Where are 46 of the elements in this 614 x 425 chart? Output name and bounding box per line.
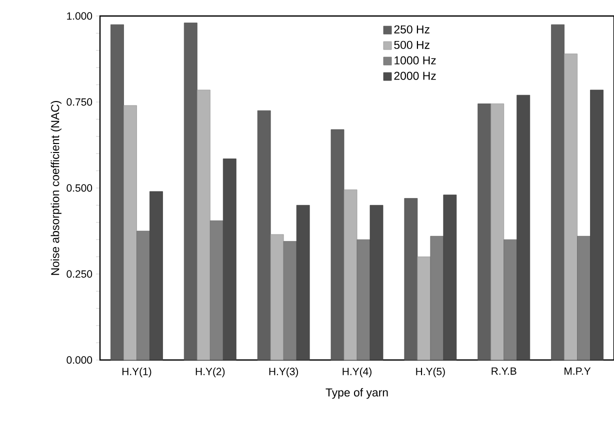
x-tick-label: M.P.Y	[564, 368, 591, 375]
x-tick-label: H.Y(3)	[269, 368, 298, 378]
y-axis-title: Noise absorption coefficient (NAC)	[50, 100, 62, 275]
bar	[370, 205, 384, 360]
legend-label: 250 Hz	[394, 25, 430, 34]
bar	[430, 236, 444, 360]
bar	[184, 22, 198, 360]
bar	[443, 194, 457, 360]
bar	[564, 54, 578, 360]
x-axis-title: Type of yarn	[326, 388, 388, 399]
bar	[110, 24, 124, 360]
y-tick-label: 0.250	[66, 270, 92, 278]
bar	[270, 234, 284, 360]
bar	[478, 104, 492, 360]
bar	[296, 205, 310, 360]
bar	[150, 191, 163, 360]
bar	[490, 104, 504, 360]
bar	[590, 90, 604, 360]
x-tick-label: H.Y(5)	[416, 368, 445, 378]
bar	[504, 239, 518, 360]
bar	[257, 110, 271, 360]
bar	[136, 230, 150, 360]
x-tick-label: H.Y(1)	[122, 368, 152, 378]
bar	[210, 220, 224, 360]
bar	[577, 236, 590, 360]
bar	[124, 105, 137, 360]
y-tick-label: 1.000	[67, 12, 92, 20]
bar	[222, 158, 236, 360]
y-tick-label: 0.750	[66, 98, 92, 106]
y-tick-label: 0.000	[66, 356, 92, 364]
legend-label: 2000 Hz	[394, 72, 436, 80]
legend-label: 500 Hz	[394, 40, 430, 49]
x-tick-label: R.Y.B	[492, 368, 516, 375]
bar	[330, 129, 344, 360]
x-tick-label: H.Y(4)	[342, 368, 372, 378]
bar	[356, 239, 370, 360]
bar	[283, 241, 297, 360]
bar	[196, 90, 210, 360]
legend-label: 1000 Hz	[394, 56, 436, 64]
y-tick-label: 0.500	[66, 184, 92, 192]
x-tick-label: H.Y(2)	[196, 368, 225, 378]
bar	[516, 94, 530, 360]
bar	[344, 190, 358, 360]
bar	[551, 24, 564, 360]
bar	[404, 198, 418, 360]
bar	[417, 256, 431, 360]
